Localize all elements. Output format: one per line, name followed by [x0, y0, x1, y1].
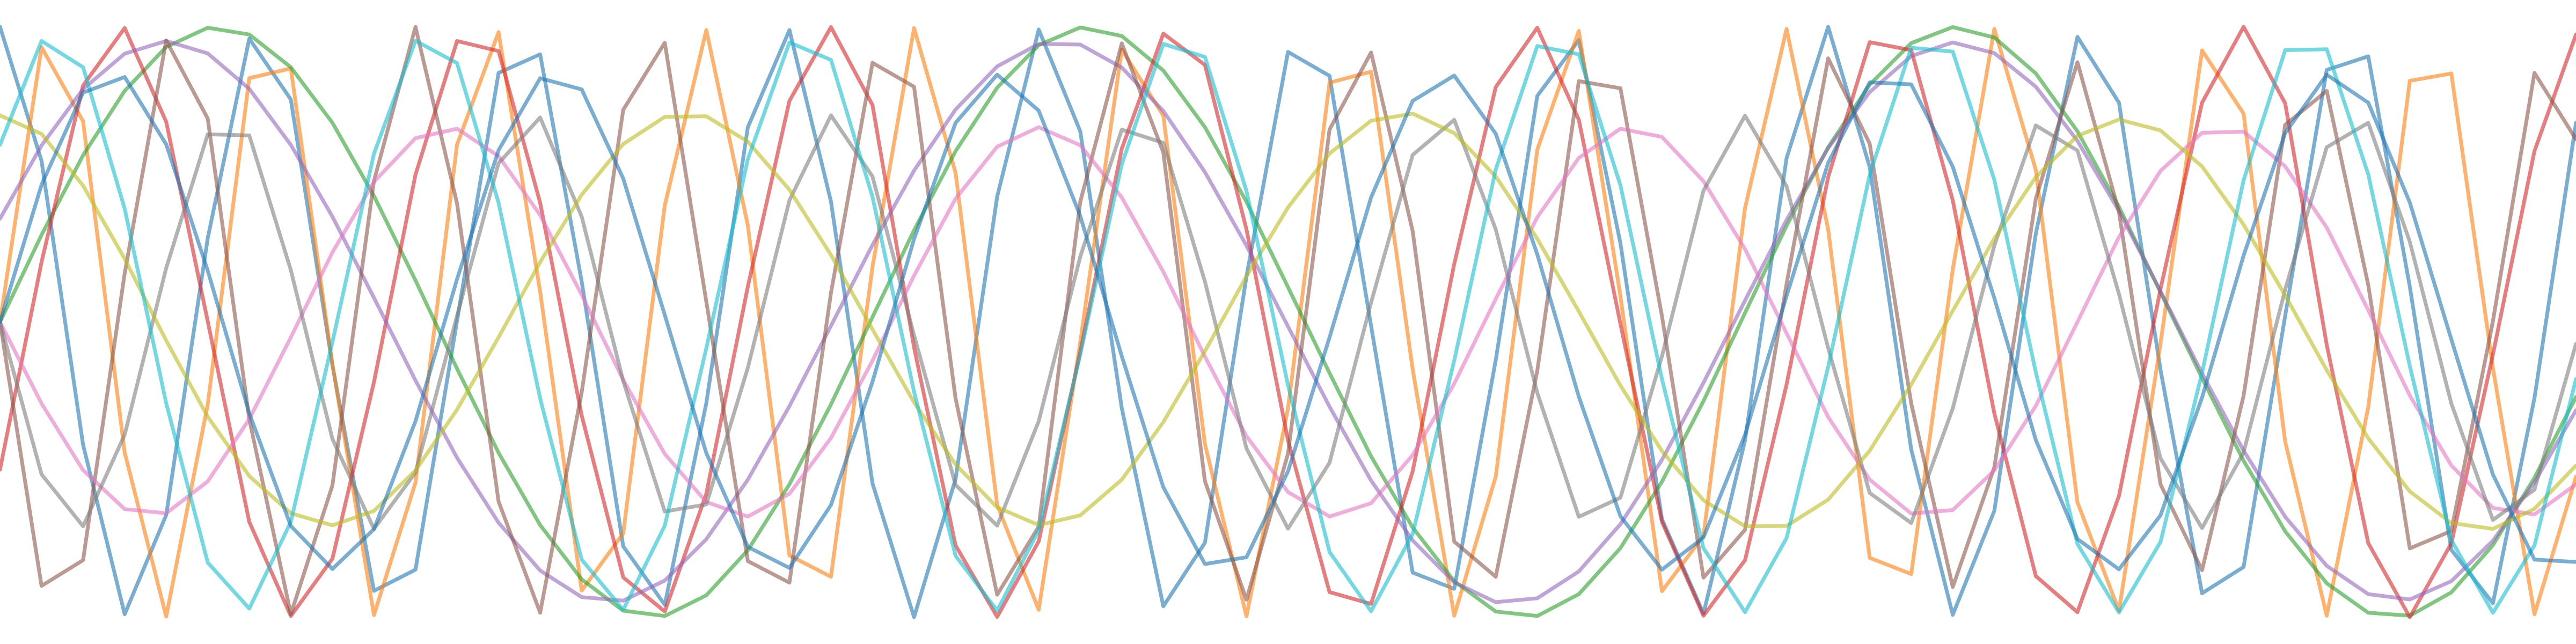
series-line-10: [0, 39, 2576, 615]
series-line-1: [0, 25, 2576, 619]
series-line-8: [0, 113, 2576, 531]
series-line-9: [0, 112, 2576, 531]
series-line-7: [0, 125, 2576, 518]
series-line-5: [0, 39, 2576, 604]
series-line-6: [0, 25, 2576, 616]
series-line-11: [0, 72, 2576, 572]
series-group: [0, 25, 2576, 619]
